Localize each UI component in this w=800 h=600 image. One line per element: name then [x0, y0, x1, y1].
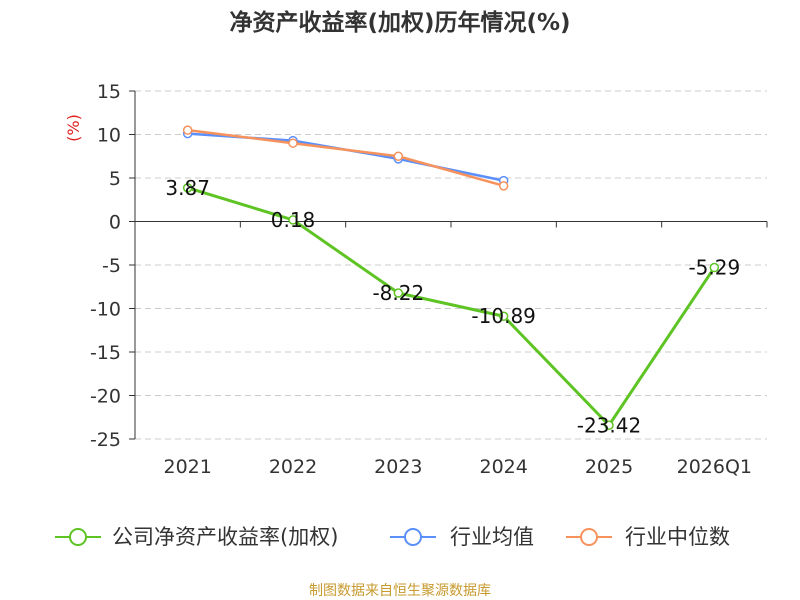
y-tick-label: 5	[109, 168, 121, 190]
legend-label: 行业均值	[450, 525, 534, 549]
data-label: 0.18	[271, 208, 316, 232]
data-labels: 3.87 0.18 -8.22 -10.89 -23.42 -5.29	[165, 176, 740, 437]
legend-marker	[580, 528, 598, 546]
legend-item: 行业中位数	[566, 525, 730, 549]
data-point	[498, 181, 509, 191]
legend-label: 公司净资产收益率(加权)	[112, 525, 338, 549]
data-label: -23.42	[577, 413, 641, 437]
x-tick-label: 2023	[374, 456, 422, 478]
y-tick-label: -20	[90, 386, 121, 408]
y-tick-label: -5	[102, 255, 121, 277]
legend-marker	[404, 528, 422, 546]
x-tick-label: 2025	[585, 456, 633, 478]
legend-item: 行业均值	[390, 525, 534, 549]
legend-marker	[69, 528, 87, 546]
x-tick-label: 2021	[163, 456, 211, 478]
legend-label: 行业中位数	[625, 525, 730, 549]
data-point	[393, 151, 404, 161]
x-tick-label: 2024	[479, 456, 527, 478]
data-point	[498, 311, 509, 321]
data-point	[182, 125, 193, 135]
x-tick-label: 2026Q1	[677, 456, 752, 478]
y-axis-unit-label: (%)	[64, 114, 83, 142]
y-tick-label: -25	[90, 429, 121, 451]
y-tick-label: -15	[90, 342, 121, 364]
data-label: -5.29	[688, 256, 740, 280]
y-tick-label: -10	[90, 299, 121, 321]
y-tick-label: 0	[109, 212, 121, 234]
y-tick-label: 15	[97, 81, 121, 103]
data-label: -10.89	[471, 304, 535, 328]
x-tick-labels: 2021 2022 2023 2024 2025 2026Q1	[163, 456, 752, 478]
data-label: -8.22	[372, 281, 424, 305]
data-point	[604, 420, 614, 431]
y-tick-labels: 15 10 5 0 -5 -10 -15 -20 -25	[90, 81, 121, 451]
series-layer	[182, 125, 720, 431]
data-label: 3.87	[165, 176, 210, 200]
data-point	[393, 288, 404, 298]
grid-lines	[129, 90, 767, 440]
data-point	[288, 138, 298, 148]
data-point	[288, 215, 298, 225]
legend: 公司净资产收益率(加权) 行业均值 行业中位数	[55, 525, 730, 549]
chart-title: 净资产收益率(加权)历年情况(%)	[229, 9, 570, 36]
series-line	[187, 128, 505, 188]
x-tick-label: 2022	[269, 456, 317, 478]
source-footer: 制图数据来自恒生聚源数据库	[309, 583, 491, 599]
data-point	[709, 262, 720, 273]
legend-item: 公司净资产收益率(加权)	[55, 525, 338, 549]
series-line	[187, 186, 716, 427]
data-point	[182, 183, 193, 193]
y-tick-label: 10	[97, 125, 121, 147]
axes	[134, 91, 768, 439]
